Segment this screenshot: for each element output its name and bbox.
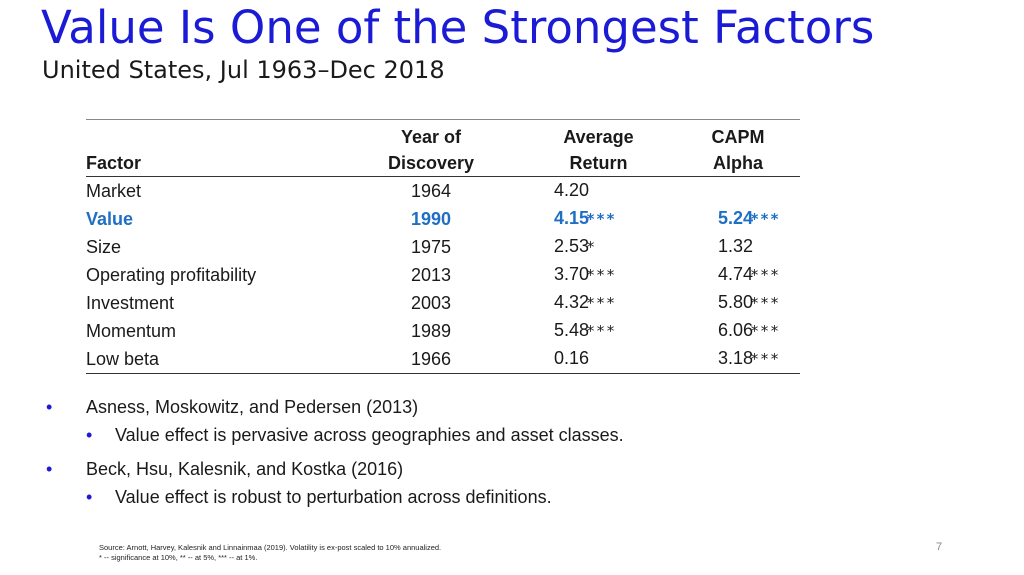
table-row-low-beta: Low beta 1966 0.16 3.18*** <box>86 345 800 374</box>
alpha-significance: *** <box>750 350 781 368</box>
alpha-value: 6.06 <box>718 320 754 340</box>
cell-alpha: 5.80*** <box>676 289 800 317</box>
cell-return: 4.15*** <box>521 205 676 233</box>
cell-year: 1989 <box>410 320 452 341</box>
header-average-return: Average Return <box>521 119 676 177</box>
footnote: Source: Arnott, Harvey, Kalesnik and Lin… <box>99 543 799 563</box>
cell-return: 5.48*** <box>521 317 676 345</box>
table-row-value: Value 1990 4.15*** 5.24*** <box>86 205 800 233</box>
table-row-size: Size 1975 2.53* 1.32 <box>86 233 800 261</box>
alpha-significance: *** <box>750 210 781 228</box>
bullet-text: Asness, Moskowitz, and Pedersen (2013) <box>86 397 419 417</box>
header-factor: Factor <box>86 119 341 177</box>
return-significance: *** <box>586 294 617 312</box>
cell-return: 4.20 <box>521 177 676 206</box>
cell-factor: Size <box>86 236 122 257</box>
bullet-dot-icon: • <box>86 425 93 445</box>
header-alpha-line2: Alpha <box>712 153 763 173</box>
return-value: 3.70 <box>554 264 590 284</box>
bullet-dot-icon: • <box>86 487 93 507</box>
return-value: 0.16 <box>554 348 590 368</box>
cell-year: 1990 <box>410 208 452 229</box>
cell-factor: Low beta <box>86 348 160 369</box>
cell-factor: Investment <box>86 292 175 313</box>
cell-return: 3.70*** <box>521 261 676 289</box>
cell-factor: Momentum <box>86 320 177 341</box>
sub-bullet-item: • Value effect is robust to perturbation… <box>46 483 946 511</box>
return-value: 5.48 <box>554 320 590 340</box>
footnote-source: Source: Arnott, Harvey, Kalesnik and Lin… <box>99 543 442 552</box>
table-row-operating-profitability: Operating profitability 2013 3.70*** 4.7… <box>86 261 800 289</box>
factor-table: Factor Year of Discovery Average Return … <box>86 119 800 374</box>
alpha-value: 1.32 <box>718 236 754 256</box>
cell-return: 4.32*** <box>521 289 676 317</box>
table-header-row: Factor Year of Discovery Average Return … <box>86 119 800 177</box>
header-year-line1: Year of <box>400 127 462 147</box>
header-alpha-line1: CAPM <box>711 127 765 147</box>
bullet-item: • Beck, Hsu, Kalesnik, and Kostka (2016) <box>46 455 946 483</box>
return-significance: *** <box>586 210 617 228</box>
table-row-investment: Investment 2003 4.32*** 5.80*** <box>86 289 800 317</box>
header-return-line1: Average <box>563 127 634 147</box>
cell-year: 1964 <box>410 180 452 201</box>
slide-subtitle: United States, Jul 1963–Dec 2018 <box>42 56 445 84</box>
return-value: 4.32 <box>554 292 590 312</box>
sub-bullet-item: • Value effect is pervasive across geogr… <box>46 421 946 449</box>
cell-alpha: 4.74*** <box>676 261 800 289</box>
table-row-market: Market 1964 4.20 <box>86 177 800 206</box>
cell-alpha <box>676 177 800 206</box>
bullet-list: • Asness, Moskowitz, and Pedersen (2013)… <box>46 393 946 511</box>
cell-factor: Operating profitability <box>86 264 257 285</box>
cell-factor: Value <box>86 208 134 229</box>
page-number: 7 <box>936 541 943 553</box>
bullet-text: Beck, Hsu, Kalesnik, and Kostka (2016) <box>86 459 404 479</box>
cell-alpha: 6.06*** <box>676 317 800 345</box>
return-value: 4.15 <box>554 208 590 228</box>
header-return-line2: Return <box>569 153 628 173</box>
return-significance: *** <box>586 322 617 340</box>
cell-return: 0.16 <box>521 345 676 374</box>
alpha-value: 3.18 <box>718 348 754 368</box>
cell-year: 1975 <box>410 236 452 257</box>
return-significance: *** <box>586 266 617 284</box>
footnote-significance: * -- significance at 10%, ** -- at 5%, *… <box>99 553 258 562</box>
alpha-significance: *** <box>750 294 781 312</box>
return-value: 2.53 <box>554 236 590 256</box>
alpha-significance: *** <box>750 266 781 284</box>
bullet-dot-icon: • <box>46 459 53 479</box>
bullet-dot-icon: • <box>46 397 53 417</box>
alpha-value: 4.74 <box>718 264 754 284</box>
bullet-item: • Asness, Moskowitz, and Pedersen (2013) <box>46 393 946 421</box>
header-capm-alpha: CAPM Alpha <box>676 119 800 177</box>
sub-bullet-text: Value effect is robust to perturbation a… <box>115 487 552 507</box>
header-year-of-discovery: Year of Discovery <box>341 119 521 177</box>
return-value: 4.20 <box>554 180 590 200</box>
cell-alpha: 3.18*** <box>676 345 800 374</box>
return-significance: * <box>586 238 597 256</box>
cell-year: 1966 <box>410 348 452 369</box>
cell-factor: Market <box>86 180 142 201</box>
alpha-significance: *** <box>750 322 781 340</box>
sub-bullet-text: Value effect is pervasive across geograp… <box>115 425 624 445</box>
cell-year: 2003 <box>410 292 452 313</box>
alpha-value: 5.80 <box>718 292 754 312</box>
cell-return: 2.53* <box>521 233 676 261</box>
cell-alpha: 5.24*** <box>676 205 800 233</box>
cell-alpha: 1.32 <box>676 233 800 261</box>
slide-title: Value Is One of the Strongest Factors <box>41 1 875 54</box>
alpha-value: 5.24 <box>718 208 754 228</box>
cell-year: 2013 <box>410 264 452 285</box>
table-row-momentum: Momentum 1989 5.48*** 6.06*** <box>86 317 800 345</box>
header-year-line2: Discovery <box>387 153 475 173</box>
